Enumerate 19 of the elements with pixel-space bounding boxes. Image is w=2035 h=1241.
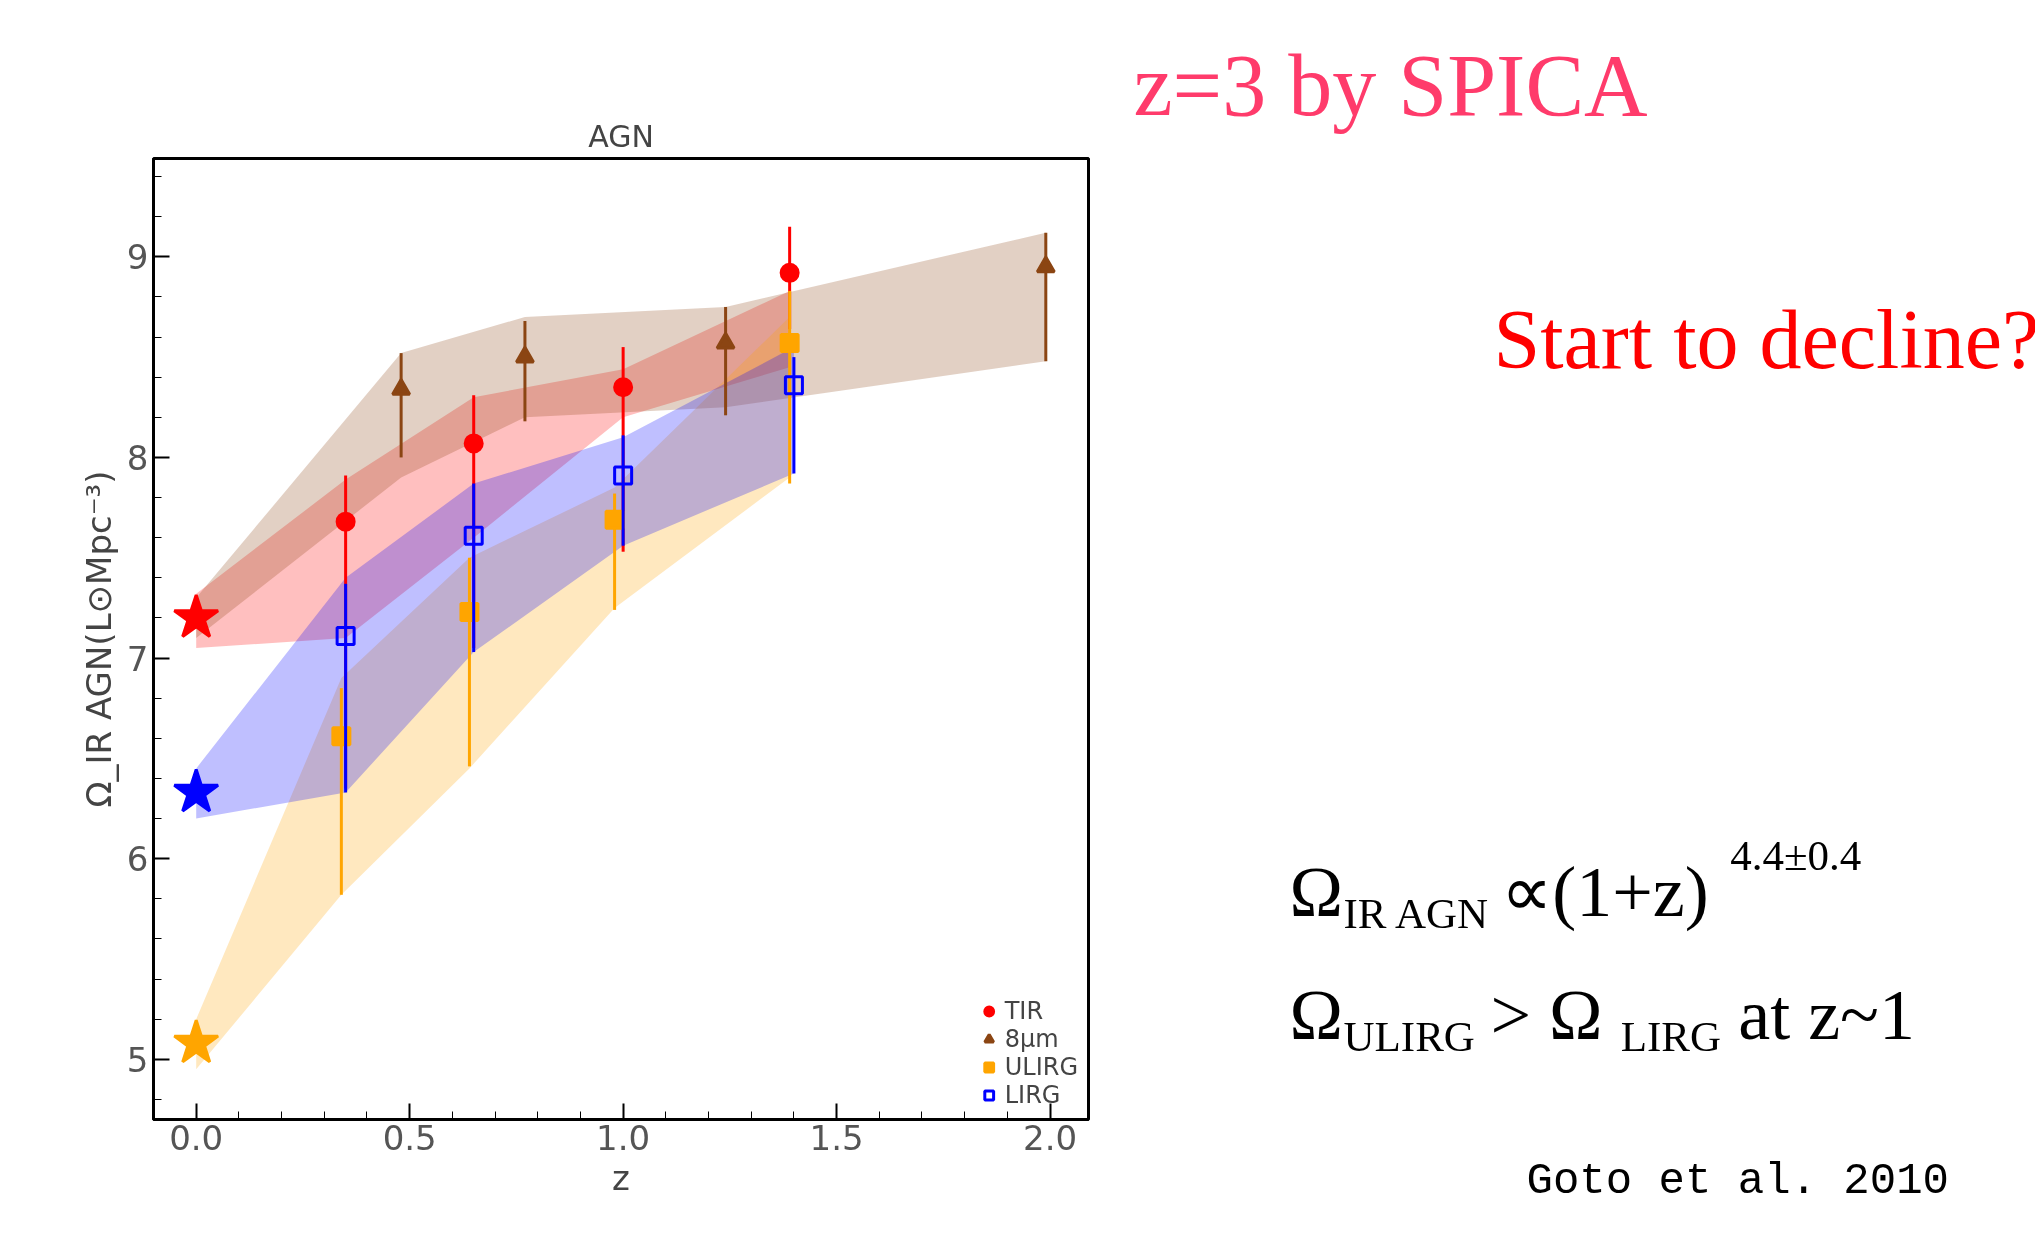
y-tick-label: 9 <box>126 237 149 278</box>
text: Goto et al. 2010 <box>1526 1155 1949 1206</box>
y-tick-label: 6 <box>126 839 149 880</box>
y-tick-label: 7 <box>126 638 149 679</box>
chart-title: AGN <box>588 118 654 154</box>
x-tick-label: 1.0 <box>596 1117 651 1158</box>
x-tick-label: 0.0 <box>169 1117 224 1158</box>
y-axis-title: Ω_IR AGN(L⊙Mpc⁻³) <box>78 470 119 808</box>
legend-label: ULIRG <box>1004 1053 1078 1081</box>
legend-label: LIRG <box>1004 1081 1061 1109</box>
x-tick-label: 2.0 <box>1023 1117 1078 1158</box>
legend-label: 8μm <box>1004 1025 1059 1053</box>
legend-label: TIR <box>1004 997 1044 1025</box>
x-tick-label: 0.5 <box>382 1117 437 1158</box>
x-tick-label: 1.5 <box>809 1117 864 1158</box>
x-axis-title: z <box>612 1157 630 1198</box>
y-tick-label: 5 <box>126 1039 149 1080</box>
text: z=3 by SPICA <box>1133 36 1648 134</box>
y-tick-label: 8 <box>126 437 149 478</box>
